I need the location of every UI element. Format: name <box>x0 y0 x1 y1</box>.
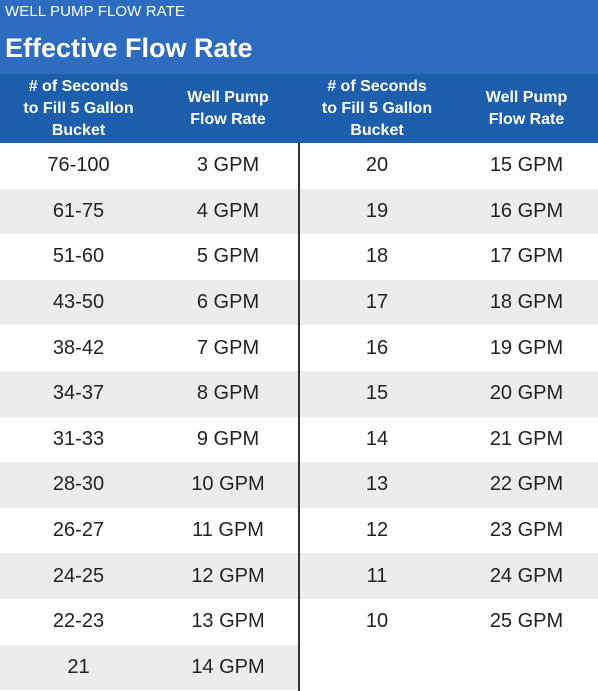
right-rate-cell: 19 GPM <box>489 336 564 359</box>
left-seconds-cell: 26-27 <box>52 519 105 542</box>
right-seconds-cell: 19 <box>365 199 389 222</box>
left-rate-cell: 12 GPM <box>191 564 265 587</box>
col-header-left-seconds: # of Seconds to Fill 5 Gallon Bucket <box>23 77 134 139</box>
table-body: 76-100 3 GPM 20 15 GPM 61-75 4 GPM 19 16… <box>0 143 598 691</box>
right-rate-cell: 16 GPM <box>489 199 564 222</box>
right-seconds-cell: 20 <box>365 154 389 177</box>
right-seconds-cell: 17 <box>365 291 389 314</box>
right-rate-cell: 25 GPM <box>489 610 564 633</box>
left-rate-cell: 3 GPM <box>196 154 260 177</box>
empty-cell-block <box>300 645 598 691</box>
left-seconds-cell: 28-30 <box>52 473 105 496</box>
left-rate-cell: 7 GPM <box>196 336 260 359</box>
right-rate-cell: 17 GPM <box>489 245 564 268</box>
left-seconds-cell: 43-50 <box>52 291 105 314</box>
left-rate-cell: 4 GPM <box>196 199 260 222</box>
left-seconds-cell: 22-23 <box>52 610 105 633</box>
right-seconds-cell: 18 <box>365 245 389 268</box>
left-seconds-cell: 21 <box>67 655 90 678</box>
left-seconds-cell: 34-37 <box>52 382 105 405</box>
left-rate-cell: 13 GPM <box>191 610 265 633</box>
column-divider <box>298 143 300 691</box>
right-seconds-cell: 14 <box>365 427 389 450</box>
right-rate-cell: 23 GPM <box>489 519 564 542</box>
col-header-left-rate: Well Pump Flow Rate <box>187 88 269 128</box>
right-seconds-cell: 15 <box>365 382 389 405</box>
right-rate-cell: 20 GPM <box>489 382 564 405</box>
page-title: Effective Flow Rate <box>5 33 253 63</box>
title-bar: WELL PUMP FLOW RATE Effective Flow Rate <box>0 0 598 74</box>
left-seconds-cell: 31-33 <box>52 427 105 450</box>
right-seconds-cell: 10 <box>365 610 389 633</box>
right-rate-cell: 18 GPM <box>489 291 564 314</box>
left-rate-cell: 9 GPM <box>196 427 260 450</box>
right-rate-cell: 21 GPM <box>489 427 564 450</box>
col-header-right-rate: Well Pump Flow Rate <box>485 88 568 128</box>
col-header-right-seconds: # of Seconds to Fill 5 Gallon Bucket <box>321 77 433 139</box>
right-seconds-cell: 12 <box>365 519 389 542</box>
left-rate-cell: 11 GPM <box>192 519 264 542</box>
right-seconds-cell: 11 <box>366 564 388 587</box>
left-rate-cell: 5 GPM <box>196 245 260 268</box>
left-rate-cell: 8 GPM <box>196 382 260 405</box>
right-rate-cell: 24 GPM <box>489 564 564 587</box>
left-seconds-cell: 76-100 <box>47 154 110 177</box>
left-rate-cell: 14 GPM <box>191 655 265 678</box>
left-seconds-cell: 24-25 <box>52 564 105 587</box>
left-seconds-cell: 38-42 <box>52 336 105 359</box>
left-rate-cell: 10 GPM <box>191 473 265 496</box>
right-rate-cell: 22 GPM <box>489 473 564 496</box>
right-seconds-cell: 13 <box>365 473 389 496</box>
left-seconds-cell: 61-75 <box>52 199 105 222</box>
left-seconds-cell: 51-60 <box>52 245 105 268</box>
table-header: # of Seconds to Fill 5 Gallon Bucket Wel… <box>0 74 598 143</box>
kicker-label: WELL PUMP FLOW RATE <box>5 3 185 20</box>
right-rate-cell: 15 GPM <box>489 154 564 177</box>
left-rate-cell: 6 GPM <box>196 291 260 314</box>
right-seconds-cell: 16 <box>365 336 389 359</box>
